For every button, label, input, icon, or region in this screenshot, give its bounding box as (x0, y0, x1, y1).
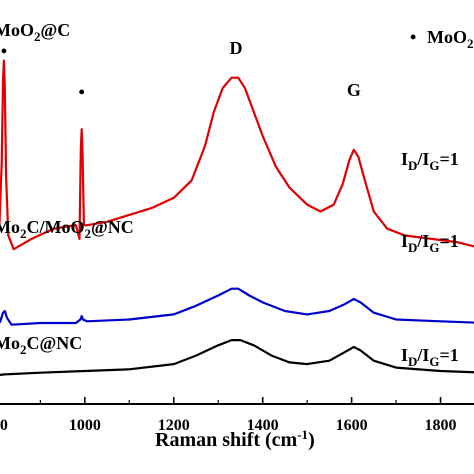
series-label-2: Mo2C/MoO2@NC (0, 217, 134, 241)
series-line-2 (0, 287, 474, 326)
x-tick-label: 1200 (158, 417, 190, 434)
legend-label: MoO2 (427, 27, 474, 51)
series-label-3: Mo2C@NC (0, 333, 82, 357)
x-tick-label: 1000 (69, 417, 101, 434)
x-axis-label: Raman shift (cm-1) (155, 427, 315, 451)
series-line-1 (0, 59, 474, 251)
x-tick-label: 1800 (425, 417, 457, 434)
x-tick-label: 1600 (336, 417, 368, 434)
ratio-label-1: ID/IG=1 (401, 149, 459, 173)
series-label-1: MoO2@C (0, 20, 70, 44)
ratio-label-3: ID/IG=1 (401, 345, 459, 369)
peak-label-d: D (230, 38, 243, 58)
moo2-peak-marker: • (79, 82, 85, 102)
peak-label-g: G (347, 80, 361, 100)
x-tick-label: 1400 (247, 417, 279, 434)
series-line-3 (0, 339, 474, 376)
legend-marker: • (410, 27, 416, 47)
annotations: MoO2@C ID/IG=1 Mo2C/MoO2@NC ID/IG=1 Mo2C@NC I… (0, 20, 474, 369)
ratio-label-2: ID/IG=1 (401, 231, 459, 255)
plot-lines (0, 59, 474, 376)
moo2-peak-marker: • (1, 41, 7, 61)
x-ticks: 800 1000 1200 1400 1600 1800 (0, 397, 457, 434)
x-tick-label: 800 (0, 417, 8, 434)
